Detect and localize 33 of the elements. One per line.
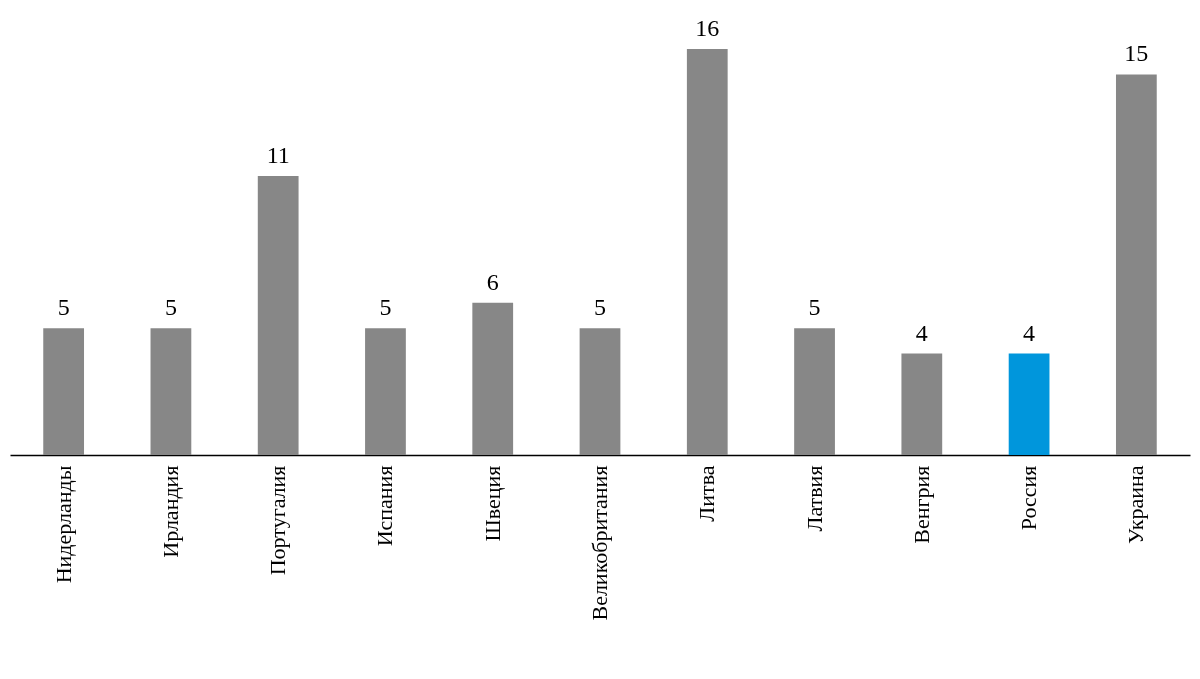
- data-label: 4: [1023, 319, 1036, 346]
- bar: [43, 328, 85, 455]
- data-label: 5: [594, 294, 606, 321]
- bar: [794, 328, 835, 455]
- x-tick-label: Великобритания: [587, 465, 612, 621]
- data-label: 5: [808, 294, 821, 321]
- bar: [901, 353, 943, 455]
- data-label: 4: [915, 319, 928, 346]
- x-tick-label: Украина: [1123, 465, 1149, 544]
- bar: [579, 328, 621, 455]
- x-tick-label: Нидерланды: [50, 465, 76, 584]
- data-label: 6: [486, 268, 499, 295]
- data-label: 16: [695, 15, 720, 41]
- bar: [1115, 74, 1157, 455]
- data-label: 5: [379, 294, 392, 321]
- x-tick-label: Россия: [1016, 465, 1042, 531]
- x-tick-label: Ирландия: [157, 465, 183, 558]
- data-label: 5: [164, 294, 177, 321]
- x-tick-label: Венгрия: [908, 465, 934, 544]
- bar: [472, 302, 514, 455]
- x-tick-label: Испания: [372, 465, 398, 547]
- data-label: 11: [266, 141, 290, 168]
- bar: [686, 49, 728, 455]
- x-tick-label: Португалия: [265, 465, 291, 576]
- data-label: 5: [57, 294, 70, 321]
- bar: [257, 175, 299, 455]
- bar: [1008, 353, 1050, 455]
- x-tick-label: Латвия: [801, 465, 827, 532]
- bar: [150, 328, 192, 455]
- bar: [365, 328, 406, 455]
- x-tick-label: Литва: [694, 465, 720, 522]
- x-tick-label: Швеция: [479, 465, 505, 542]
- data-label: 15: [1124, 40, 1149, 67]
